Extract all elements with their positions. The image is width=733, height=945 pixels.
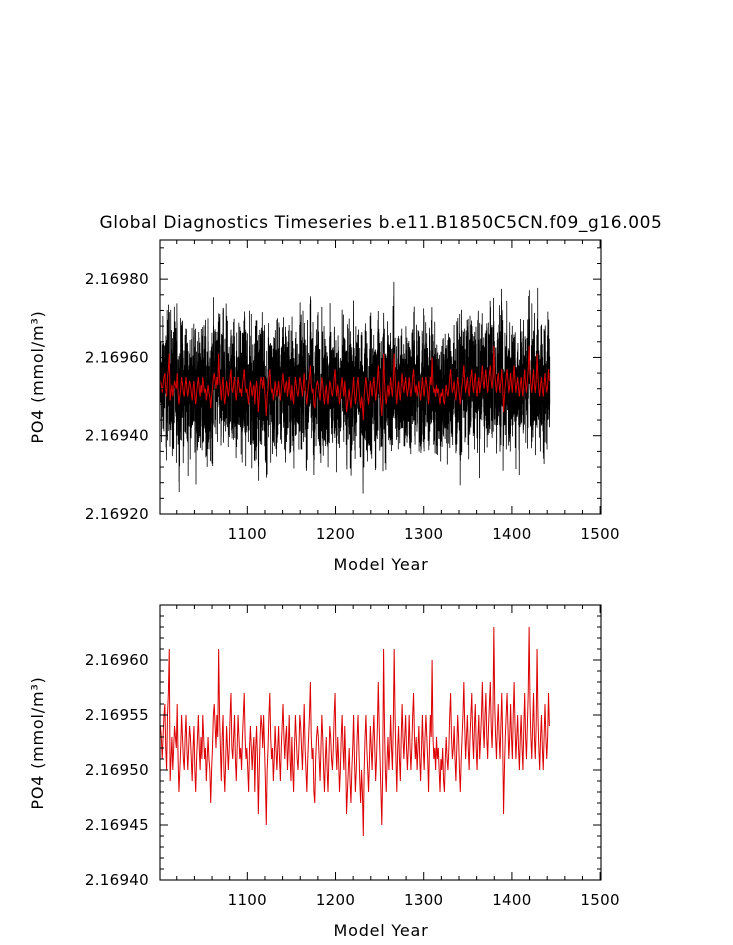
bottom-x-tick-label: 1400 [492,891,531,909]
top-y-tick-label: 2.16960 [85,348,149,366]
chart-title: Global Diagnostics Timeseries b.e11.B185… [100,213,663,233]
bottom-panel: 1100 1200 1300 1400 1500 2.16940 2.16945 2.1695… [28,604,620,940]
top-y-tick-label: 2.16920 [85,505,149,523]
top-y-axis-label: PO4 (mmol/m³) [28,310,47,443]
bottom-x-tick-label: 1500 [580,891,619,909]
bottom-y-tick-label: 2.16940 [85,871,149,889]
bottom-y-tick-label: 2.16960 [85,651,149,669]
top-y-tick-label: 2.16980 [85,270,149,288]
top-x-tick-label: 1100 [228,525,267,543]
top-x-tick-label: 1400 [492,525,531,543]
bottom-x-axis-label: Model Year [334,921,429,940]
bottom-y-tick-label: 2.16950 [85,761,149,779]
bottom-plot-frame [159,604,602,881]
top-x-tick-label: 1200 [316,525,355,543]
top-series-group [159,281,551,494]
top-annual-series-line [159,345,550,421]
top-y-tick-label: 2.16940 [85,427,149,445]
top-monthly-series-line [159,281,551,494]
top-axis-ticks: 1100 1200 1300 1400 1500 2.16920 2.16940 2.1696… [85,240,620,543]
bottom-y-tick-label: 2.16955 [85,706,149,724]
top-x-axis-label: Model Year [334,555,429,574]
bottom-annual-series-line [159,626,550,837]
bottom-x-tick-label: 1300 [404,891,443,909]
bottom-y-axis-label: PO4 (mmol/m³) [28,676,47,809]
bottom-x-tick-label: 1200 [316,891,355,909]
bottom-axis-ticks: 1100 1200 1300 1400 1500 2.16940 2.16945 2.1695… [85,605,620,909]
top-x-tick-label: 1300 [404,525,443,543]
bottom-y-tick-label: 2.16945 [85,816,149,834]
bottom-x-tick-label: 1100 [228,891,267,909]
top-x-tick-label: 1500 [580,525,619,543]
top-plot-frame [159,239,602,515]
top-panel: Global Diagnostics Timeseries b.e11.B185… [28,213,662,574]
bottom-series-group [159,626,550,837]
